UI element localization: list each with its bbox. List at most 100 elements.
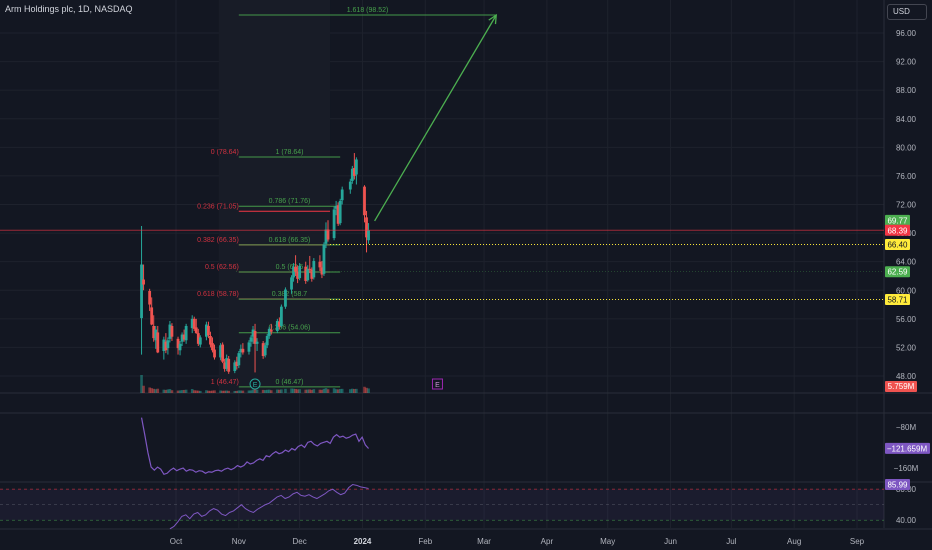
candle-body bbox=[198, 337, 202, 345]
price-tag-box bbox=[885, 214, 910, 226]
volume-bar bbox=[140, 375, 143, 393]
volume-bar bbox=[310, 389, 314, 393]
candle-body bbox=[350, 168, 354, 181]
volume-bar bbox=[156, 388, 160, 393]
volume-bar bbox=[249, 390, 253, 393]
candle-body bbox=[348, 181, 352, 190]
fib-left-label: 0 (78.64) bbox=[211, 149, 239, 156]
volume-bar bbox=[192, 390, 196, 393]
time-tick-label: Oct bbox=[170, 537, 183, 546]
candle-body bbox=[354, 159, 358, 175]
volume-bars bbox=[140, 375, 370, 393]
time-tick-label: Nov bbox=[232, 537, 246, 546]
time-tick-label: May bbox=[600, 537, 615, 546]
candle-body bbox=[152, 325, 156, 339]
price-tag-label: 66.40 bbox=[887, 241, 908, 250]
projection-arrow bbox=[374, 14, 497, 222]
volume-bar bbox=[304, 389, 308, 393]
candle-body bbox=[324, 229, 328, 244]
candle-body bbox=[166, 340, 170, 349]
indicator-tag-box bbox=[885, 442, 930, 454]
volume-bar bbox=[290, 388, 293, 393]
price-tick-label: 76.00 bbox=[896, 172, 917, 181]
volume-bar bbox=[332, 388, 336, 393]
candle-body bbox=[247, 342, 251, 352]
price-tag-label: 58.71 bbox=[887, 295, 908, 304]
candle-body bbox=[225, 358, 229, 369]
candle-body bbox=[209, 335, 212, 345]
time-tick-label: Sep bbox=[850, 537, 865, 546]
fib-right-label: 1.618 (98.52) bbox=[347, 7, 389, 14]
candle-body bbox=[310, 269, 314, 279]
time-tick-label: 2024 bbox=[354, 537, 372, 546]
volume-bar bbox=[355, 388, 358, 393]
volume-bar bbox=[306, 389, 310, 393]
volume-bar bbox=[168, 389, 172, 393]
candle-body bbox=[194, 327, 198, 334]
price-tick-label: 96.00 bbox=[896, 29, 917, 38]
volume-bar bbox=[263, 390, 267, 393]
fib-right-label: 0.786 (71.76) bbox=[269, 198, 311, 205]
fib-right-label: 0.382 (58.7 bbox=[272, 291, 308, 298]
price-tick-label: 60.00 bbox=[896, 286, 917, 295]
volume-bar bbox=[367, 388, 370, 393]
volume-bar bbox=[148, 387, 151, 393]
volume-bar bbox=[213, 390, 216, 393]
indicator-line bbox=[169, 484, 369, 530]
price-tag-box bbox=[885, 239, 910, 251]
candle-body bbox=[154, 329, 158, 341]
earnings-event-label: E bbox=[435, 382, 440, 389]
projection-arrow-head bbox=[488, 13, 497, 25]
candle-body bbox=[207, 325, 210, 336]
price-tick-label: 72.00 bbox=[896, 201, 917, 210]
candle-body bbox=[338, 200, 342, 224]
candle-body bbox=[261, 343, 265, 356]
candle-body bbox=[148, 290, 152, 305]
volume-bar bbox=[334, 389, 338, 393]
candle-body bbox=[326, 229, 330, 240]
fib-right-label: 1 (78.64) bbox=[275, 149, 303, 156]
candle-body bbox=[320, 267, 324, 275]
volume-bar bbox=[294, 388, 297, 393]
candle-body bbox=[239, 348, 243, 353]
candle-body bbox=[182, 334, 186, 340]
indicator-tick-label: −80M bbox=[896, 423, 917, 432]
candle-body bbox=[290, 277, 293, 290]
volume-bar bbox=[162, 389, 166, 393]
earnings-event-icon bbox=[431, 378, 443, 390]
volume-bar bbox=[276, 389, 279, 393]
fib-left-label: 0.5 (62.56) bbox=[205, 264, 239, 271]
price-tick-label: 88.00 bbox=[896, 86, 917, 95]
volume-bar bbox=[152, 388, 156, 393]
candle-body bbox=[255, 341, 259, 344]
currency-button[interactable]: USD bbox=[887, 4, 927, 20]
price-tick-label: 64.00 bbox=[896, 258, 917, 267]
fib-left-label: 0.236 (71.05) bbox=[197, 203, 239, 210]
indicator-tag-label: 85.99 bbox=[887, 481, 908, 490]
candle-body bbox=[277, 321, 281, 327]
volume-bar bbox=[280, 389, 283, 393]
candle-body bbox=[227, 358, 231, 372]
candle-body bbox=[334, 205, 338, 209]
candle-body bbox=[363, 186, 366, 216]
time-tick-label: Mar bbox=[477, 537, 491, 546]
candle-body bbox=[219, 345, 222, 358]
volume-bar bbox=[318, 389, 322, 393]
volume-bar bbox=[170, 390, 174, 393]
volume-bar bbox=[298, 389, 301, 393]
volume-bar bbox=[184, 389, 188, 393]
candle-body bbox=[249, 337, 253, 342]
price-tag-box bbox=[885, 224, 910, 236]
price-axis: 48.0052.0056.0060.0064.0068.0072.0076.00… bbox=[885, 29, 917, 392]
candle-body bbox=[196, 333, 200, 344]
candle-body bbox=[332, 209, 336, 239]
candle-body bbox=[221, 344, 225, 362]
volume-bar bbox=[205, 390, 208, 393]
volume-bar bbox=[176, 390, 180, 393]
candle-body bbox=[176, 338, 180, 349]
volume-bar bbox=[320, 389, 324, 393]
indicator-tag-box bbox=[885, 479, 910, 491]
price-tick-label: 48.00 bbox=[896, 372, 917, 381]
